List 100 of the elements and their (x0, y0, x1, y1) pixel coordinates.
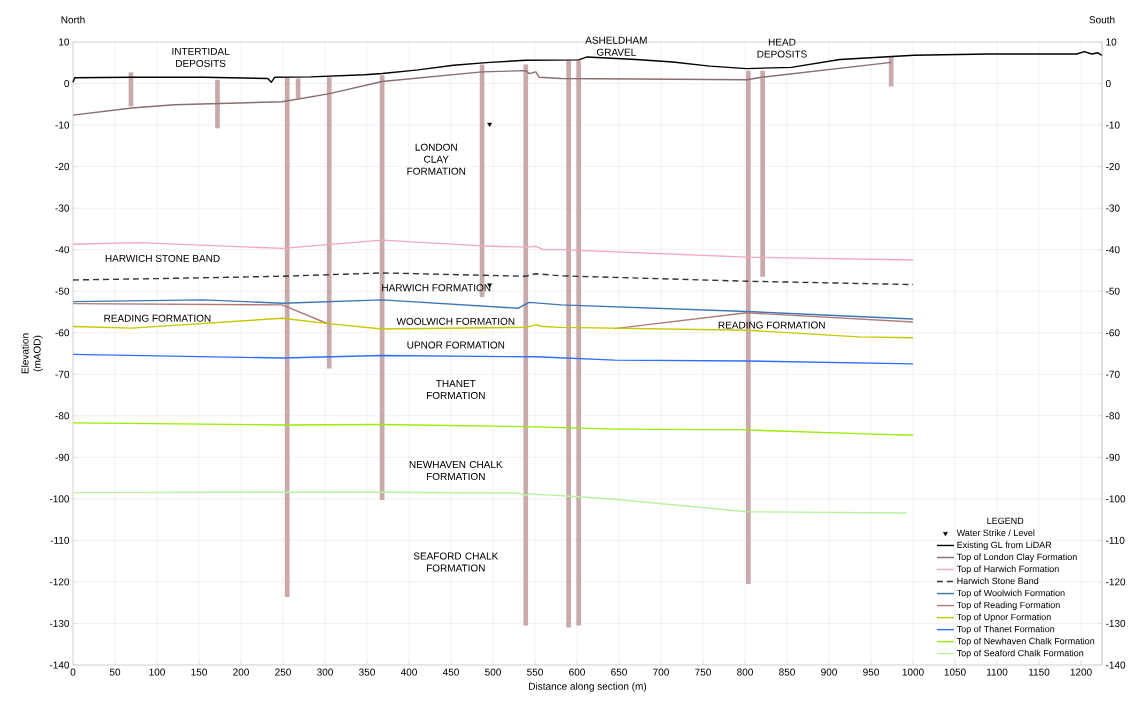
y-tick-label: 0 (64, 79, 70, 88)
x-tick-label: 1100 (987, 668, 1008, 676)
annotation: NEWHAVEN CHALK FORMATION (409, 460, 503, 481)
text: North (61, 16, 85, 24)
y-tick-label: -110 (50, 536, 70, 544)
legend-label: Top of London Clay Formation (956, 553, 1077, 562)
legend-label: Top of Seaford Chalk Formation (956, 649, 1084, 659)
y-tick-label: -40 (55, 246, 70, 254)
y-tick-label: -130 (49, 619, 70, 627)
legend-label: Top of Woolwich Formation (956, 589, 1065, 598)
legend-label: Harwich Stone Band (957, 577, 1039, 585)
y2-tick-label: -70 (1105, 370, 1120, 378)
y-tick-label: -10 (55, 121, 70, 129)
y-tick-label: -70 (55, 370, 70, 378)
bar (576, 60, 582, 626)
x-tick-label: 700 (653, 668, 669, 676)
y-tick-label: -140 (49, 661, 70, 669)
line-series (72, 61, 892, 116)
y-tick-label: -50 (55, 287, 70, 295)
annotation: ASHELDHAM GRAVEL (585, 36, 647, 56)
y-tick-label: -60 (55, 329, 70, 337)
x-axis-title: Distance along section (m) (529, 682, 647, 692)
y-tick-label: -80 (55, 412, 70, 420)
y2-tick-label: -80 (1105, 412, 1120, 420)
bar (566, 60, 571, 628)
x-tick-label: 900 (821, 668, 837, 676)
y-tick-label: 10 (59, 38, 70, 46)
line-series (72, 50, 1103, 83)
x-tick-label: 150 (191, 668, 207, 676)
y-tick-label: -30 (55, 204, 70, 212)
x-tick-label: 800 (737, 668, 753, 676)
x-tick-label: 100 (149, 668, 165, 676)
y-tick-label: -100 (49, 495, 70, 503)
x-tick-label: 550 (527, 668, 543, 676)
legend-label: Top of Upnor Formation (956, 613, 1051, 622)
legend-label: Water Strike / Level (956, 529, 1035, 537)
y2-tick-label: -90 (1105, 453, 1120, 461)
annotation: READING FORMATION (104, 314, 211, 322)
x-tick-label: 500 (485, 668, 501, 676)
y2-tick-label: -50 (1105, 287, 1120, 295)
x-tick-label: 400 (400, 668, 417, 676)
x-tick-label: 1050 (944, 668, 966, 676)
x-tick-label: 350 (359, 668, 375, 676)
line-series (72, 353, 914, 365)
line-series (72, 491, 907, 514)
x-tick-label: 300 (317, 668, 333, 676)
annotation: HARWICH FORMATION (382, 284, 491, 292)
y2-tick-label: -140 (1105, 661, 1126, 669)
bar (760, 70, 765, 277)
annotation: LONDON CLAY FORMATION (407, 143, 466, 175)
annotation: SEAFORD CHALK FORMATION (413, 552, 499, 572)
x-tick-label: 450 (442, 668, 459, 676)
y2-tick-label: -120 (1105, 578, 1126, 586)
bar (215, 79, 220, 129)
bar (888, 56, 894, 87)
y-tick-label: -90 (55, 453, 70, 461)
x-tick-label: 750 (695, 668, 711, 676)
bar (326, 77, 332, 369)
y-tick-label: -20 (55, 163, 70, 171)
legend-label: Existing GL from LiDAR (957, 541, 1052, 550)
x-tick-label: 50 (109, 668, 121, 676)
annotation: READING FORMATION (718, 321, 825, 329)
y2-tick-label: -110 (1105, 536, 1125, 544)
x-tick-label: 650 (611, 668, 627, 676)
y2-tick-label: 0 (1105, 79, 1111, 88)
x-tick-label: 950 (863, 668, 879, 676)
line-series (72, 422, 914, 437)
bar (523, 64, 529, 626)
y2-tick-label: -100 (1105, 495, 1126, 503)
x-tick-label: 250 (275, 668, 291, 676)
y2-tick-label: -20 (1105, 163, 1120, 171)
x-tick-label: 600 (569, 668, 585, 676)
x-tick-label: 1150 (1029, 668, 1050, 676)
x-tick-label: 850 (779, 668, 795, 676)
x-tick-label: 0 (70, 668, 76, 676)
legend-label: Top of Thanet Formation (956, 625, 1055, 634)
y2-tick-label: -40 (1105, 246, 1120, 254)
line-series (72, 272, 914, 286)
y2-tick-label: -60 (1105, 329, 1120, 337)
legend-label: Top of Harwich Formation (956, 565, 1059, 574)
y2-tick-label: -30 (1105, 204, 1120, 212)
legend-label: Top of Newhaven Chalk Formation (956, 637, 1095, 647)
annotation: INTERTIDAL DEPOSITS (172, 47, 230, 67)
y-axis-title: Elevation (mAOD) (21, 333, 43, 374)
x-tick-label: 1200 (1070, 668, 1092, 676)
y-tick-label: -120 (49, 578, 70, 586)
annotation: WOOLWICH FORMATION (396, 317, 515, 325)
x-tick-label: 200 (233, 668, 249, 676)
annotation: HEAD DEPOSITS (757, 38, 807, 58)
legend-label: Top of Reading Formation (956, 601, 1060, 610)
legend-title: LEGEND (987, 517, 1024, 525)
annotation: THANET FORMATION (426, 380, 485, 400)
text: South (1089, 16, 1115, 24)
annotation: UPNOR FORMATION (407, 341, 505, 349)
y2-tick-label: 10 (1106, 38, 1117, 46)
line-series (72, 239, 914, 261)
annotation: HARWICH STONE BAND (105, 254, 220, 262)
y2-tick-label: -10 (1105, 121, 1120, 129)
bar (284, 77, 290, 597)
x-tick-label: 1000 (902, 668, 924, 676)
